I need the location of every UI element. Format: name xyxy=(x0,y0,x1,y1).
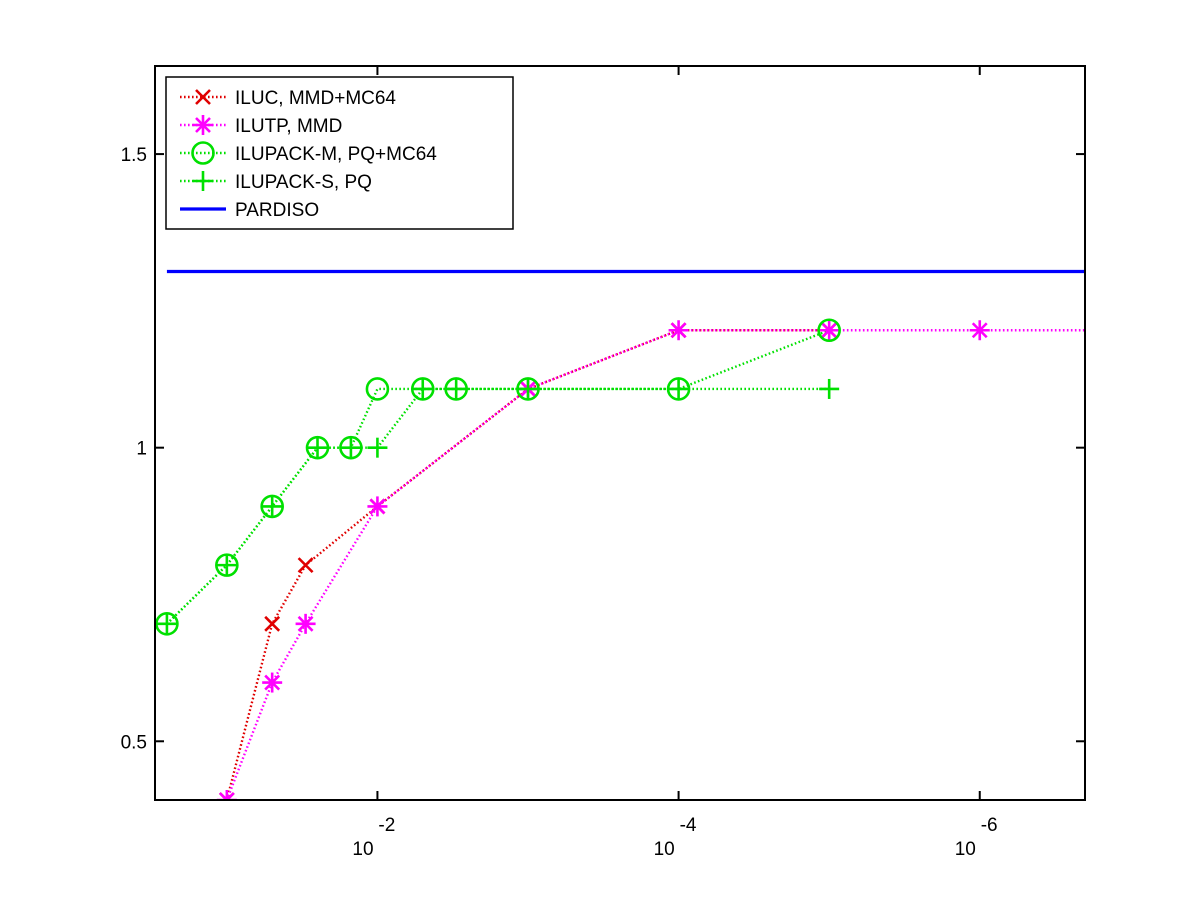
series-4-point-10 xyxy=(668,378,689,399)
series-2-point-6 xyxy=(668,320,689,341)
legend-entry-2: ILUTP, MMD xyxy=(180,115,342,137)
series-1-point-2 xyxy=(264,615,281,632)
legend-box xyxy=(165,76,514,230)
legend-label-4: ILUPACK-S, PQ xyxy=(235,172,372,193)
y-tick-label-1: 0.5 xyxy=(121,732,147,753)
series-4-point-7 xyxy=(412,378,433,399)
series-4-point-9 xyxy=(518,378,539,399)
legend-entry-3: ILUPACK-M, PQ+MC64 xyxy=(180,141,437,165)
y-tick-label-2: 1 xyxy=(136,439,147,460)
legend-marker-1 xyxy=(195,89,211,105)
series-4-point-6 xyxy=(367,437,388,458)
series-2-point-8 xyxy=(969,320,990,341)
series-3-point-10 xyxy=(666,377,691,401)
series-3-point-4 xyxy=(305,435,330,460)
x-tick-base-2: 10 xyxy=(654,839,675,860)
series-line-2 xyxy=(225,329,1085,800)
y-tick-label-3: 1.5 xyxy=(121,145,147,166)
x-tick-exponent-3: -6 xyxy=(981,815,998,836)
series-2-point-1 xyxy=(216,790,237,800)
series-3-point-8 xyxy=(444,377,468,401)
legend-label-5: PARDISO xyxy=(235,200,319,221)
series-3-point-1 xyxy=(155,612,179,636)
series-layer xyxy=(155,269,1085,800)
x-tick-label-3: 10-6 xyxy=(955,815,998,860)
legend-label-3: ILUPACK-M, PQ+MC64 xyxy=(235,144,437,165)
plot-frame xyxy=(154,65,1086,801)
legend-entry-5: PARDISO xyxy=(180,200,319,221)
series-2-point-4 xyxy=(367,496,388,517)
legend-label-2: ILUTP, MMD xyxy=(235,116,342,137)
series-2-point-2 xyxy=(262,672,283,693)
legend-marker-3 xyxy=(191,141,215,165)
legend: ILUC, MMD+MC64 ILUTP, MMD ILUPACK-M, PQ+MC… xyxy=(165,76,514,230)
x-tick-label-2: 10-4 xyxy=(654,815,697,860)
series-4-point-5 xyxy=(340,437,361,458)
x-tick-exponent-1: -2 xyxy=(378,815,395,836)
series-3-point-11 xyxy=(817,318,841,343)
legend-marker-4 xyxy=(193,171,213,191)
series-4-point-4 xyxy=(307,437,328,458)
series-3-point-6 xyxy=(365,377,390,401)
x-tick-base-1: 10 xyxy=(352,839,373,860)
series-2-point-7 xyxy=(819,320,840,341)
legend-entry-4: ILUPACK-S, PQ xyxy=(180,171,372,193)
series-4-point-2 xyxy=(216,555,237,576)
series-4-point-8 xyxy=(446,378,467,399)
series-4-point-11 xyxy=(819,378,840,399)
legend-label-1: ILUC, MMD+MC64 xyxy=(235,88,396,109)
legend-entry-1: ILUC, MMD+MC64 xyxy=(180,88,396,109)
series-1-point-3 xyxy=(297,557,314,574)
series-3-point-7 xyxy=(410,377,435,401)
x-tick-exponent-2: -4 xyxy=(680,815,697,836)
series-3-point-5 xyxy=(339,435,363,460)
series-2-point-3 xyxy=(295,613,316,634)
series-4-point-3 xyxy=(262,496,283,517)
series-3-point-9 xyxy=(516,377,540,401)
x-tick-base-3: 10 xyxy=(955,839,976,860)
series-3-point-3 xyxy=(260,494,284,519)
series-3-point-2 xyxy=(215,553,239,577)
axes-layer: 0.511.510-210-410-6 xyxy=(121,65,1086,860)
x-tick-label-1: 10-2 xyxy=(352,815,395,860)
legend-marker-2 xyxy=(193,115,213,135)
series-4-point-1 xyxy=(156,613,177,634)
